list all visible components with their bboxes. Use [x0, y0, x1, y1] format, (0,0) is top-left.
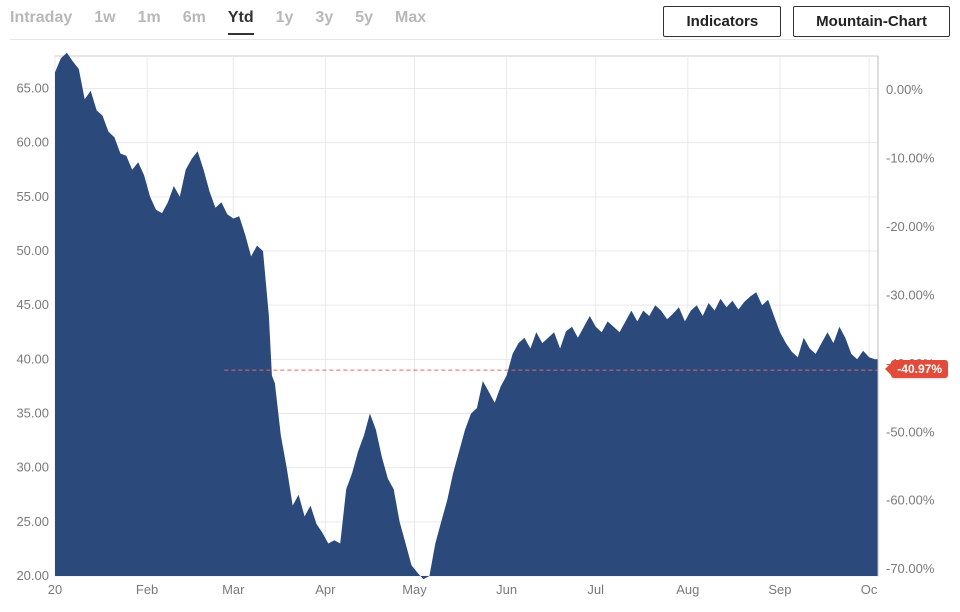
svg-text:-30.00%: -30.00% [886, 287, 935, 302]
timeframe-tab-1y[interactable]: 1y [276, 9, 294, 35]
pct-change-text: -40.97% [897, 362, 942, 376]
timeframe-tab-6m[interactable]: 6m [183, 9, 206, 35]
chart-type-button[interactable]: Mountain-Chart [793, 6, 950, 37]
svg-text:65.00: 65.00 [16, 81, 49, 96]
stock-chart-widget: { "toolbar": { "tabs": [ {"label":"Intra… [0, 0, 960, 612]
timeframe-tab-max[interactable]: Max [395, 9, 426, 35]
timeframe-tab-1m[interactable]: 1m [138, 9, 161, 35]
svg-text:May: May [402, 582, 427, 597]
indicators-button[interactable]: Indicators [663, 6, 781, 37]
pct-change-badge: -40.97% [891, 360, 948, 378]
svg-text:-10.00%: -10.00% [886, 151, 935, 166]
svg-text:25.00: 25.00 [16, 514, 49, 529]
timeframe-tab-intraday[interactable]: Intraday [10, 9, 72, 35]
svg-text:60.00: 60.00 [16, 135, 49, 150]
svg-text:45.00: 45.00 [16, 297, 49, 312]
svg-text:30.00: 30.00 [16, 460, 49, 475]
svg-text:50.00: 50.00 [16, 243, 49, 258]
svg-text:-50.00%: -50.00% [886, 424, 935, 439]
svg-text:Apr: Apr [315, 582, 336, 597]
timeframe-tab-1w[interactable]: 1w [94, 9, 115, 35]
svg-text:-60.00%: -60.00% [886, 493, 935, 508]
svg-text:40.00: 40.00 [16, 351, 49, 366]
timeframe-tab-ytd[interactable]: Ytd [228, 9, 254, 35]
toolbar-divider [10, 39, 950, 40]
svg-text:Jun: Jun [496, 582, 517, 597]
svg-text:Mar: Mar [222, 582, 245, 597]
svg-text:55.00: 55.00 [16, 189, 49, 204]
svg-text:Jul: Jul [587, 582, 604, 597]
timeframe-tab-3y[interactable]: 3y [315, 9, 333, 35]
toolbar-buttons: Indicators Mountain-Chart [663, 6, 950, 37]
svg-text:20: 20 [48, 582, 62, 597]
svg-text:35.00: 35.00 [16, 406, 49, 421]
svg-text:-70.00%: -70.00% [886, 561, 935, 576]
price-chart: 20.00 25.00 30.00 35.00 40.00 45.00 50.00 55.00… [10, 44, 950, 604]
svg-text:0.00%: 0.00% [886, 82, 923, 97]
chart-toolbar: Intraday 1w 1m 6m Ytd 1y 3y 5y Max Indicators Mo… [0, 0, 960, 37]
svg-text:Feb: Feb [136, 582, 158, 597]
chart-svg: 20.00 25.00 30.00 35.00 40.00 45.00 50.00 55.00… [10, 44, 950, 604]
svg-text:20.00: 20.00 [16, 568, 49, 583]
svg-text:Aug: Aug [676, 582, 699, 597]
timeframe-tabs: Intraday 1w 1m 6m Ytd 1y 3y 5y Max [10, 9, 426, 35]
svg-text:Sep: Sep [768, 582, 791, 597]
svg-text:Oc: Oc [861, 582, 878, 597]
timeframe-tab-5y[interactable]: 5y [355, 9, 373, 35]
svg-text:-20.00%: -20.00% [886, 219, 935, 234]
